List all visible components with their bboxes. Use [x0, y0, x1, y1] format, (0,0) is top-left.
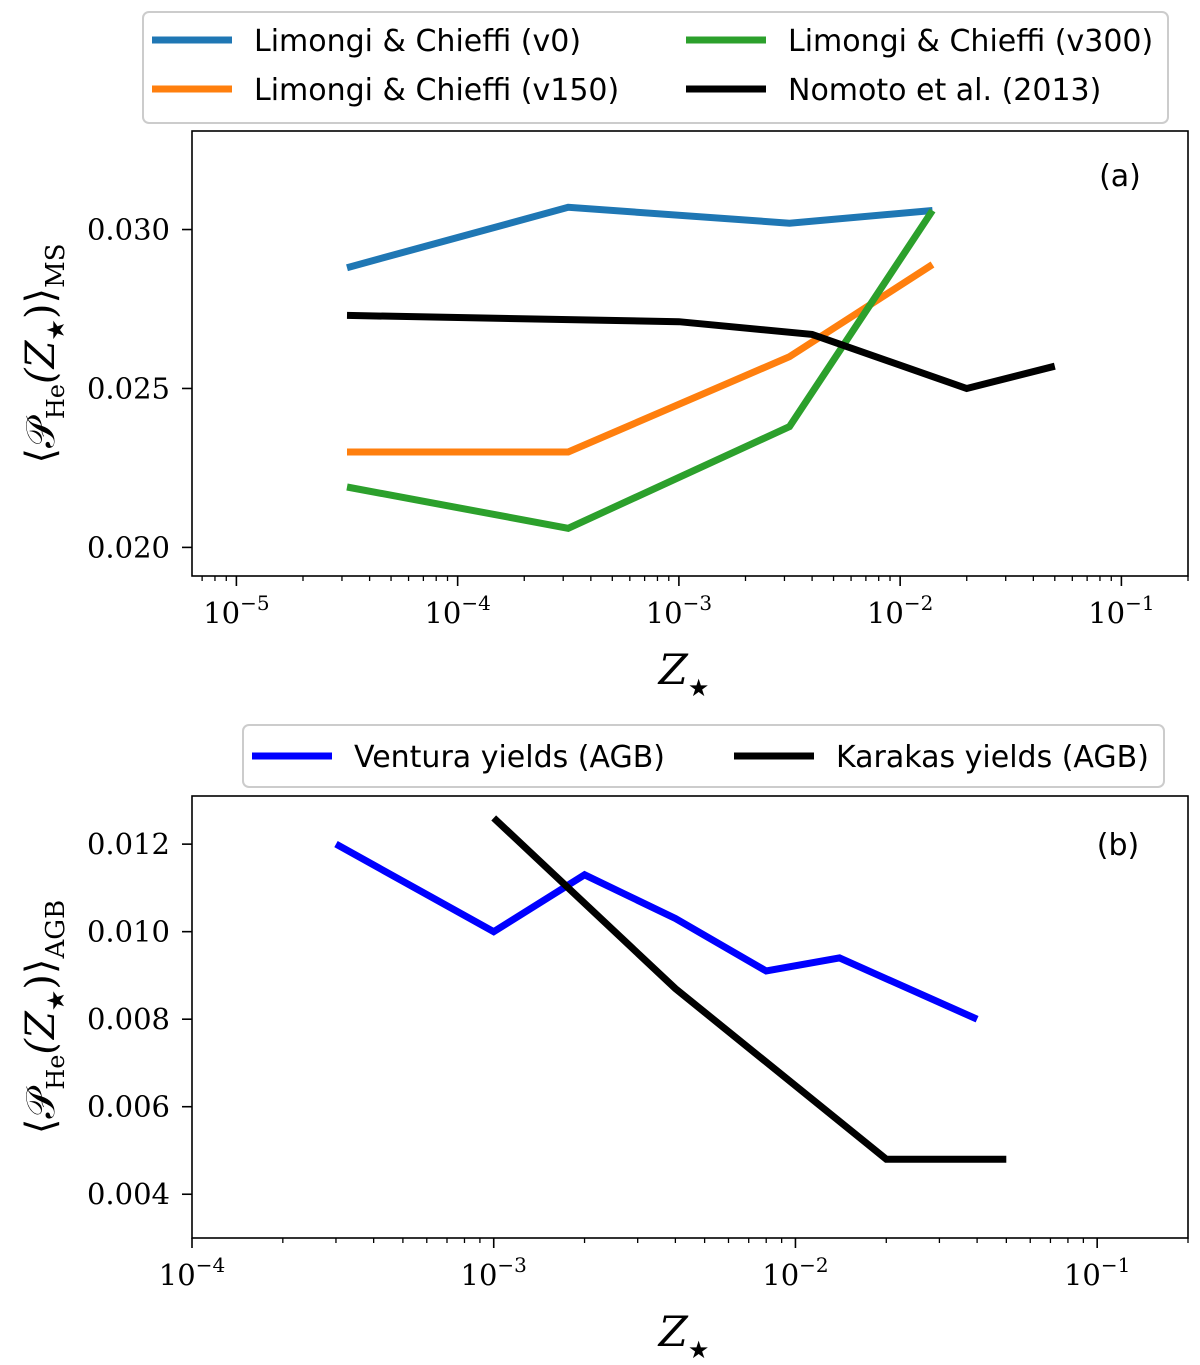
- panel-label: (b): [1097, 828, 1139, 863]
- panel-label: (a): [1099, 159, 1141, 194]
- x-tick-label: 10−5: [203, 591, 269, 630]
- x-axis-label: Z★: [657, 645, 710, 702]
- legend-label-2: Limongi & Chieffi (v150): [254, 73, 619, 108]
- x-tick-label: 10−3: [461, 1253, 527, 1292]
- legend-label-1: Limongi & Chieffi (v0): [254, 24, 581, 59]
- y-tick-label: 0.010: [87, 915, 170, 949]
- legend-box: [142, 11, 1169, 124]
- y-axis-label: ⟨𝒫He(Z★)⟩MS: [18, 243, 71, 463]
- legend-label-3: Limongi & Chieffi (v300): [788, 24, 1153, 59]
- x-tick-label: 10−2: [867, 591, 933, 630]
- x-tick-label: 10−4: [159, 1253, 225, 1292]
- x-tick-label: 10−2: [762, 1253, 828, 1292]
- legend-label-2: Karakas yields (AGB): [836, 740, 1149, 775]
- legend-box: [242, 724, 1165, 788]
- series-line-2: [347, 261, 935, 456]
- panel-a-chart: 10−5 10−4 10−3 10−2 10−1 0.020 0.025 0.030 Z★ ⟨𝒫H…: [18, 11, 1189, 702]
- y-tick-label: 0.006: [87, 1090, 170, 1124]
- x-axis-label: Z★: [657, 1307, 710, 1364]
- x-tick-label: 10−3: [646, 591, 712, 630]
- plot-frame: [191, 130, 1189, 577]
- plot-frame: [191, 795, 1189, 1239]
- series-line-3: [346, 208, 936, 532]
- y-tick-label: 0.025: [87, 371, 170, 405]
- legend-label-4: Nomoto et al. (2013): [788, 73, 1101, 108]
- panel-b-chart: 10−4 10−3 10−2 10−1 0.004 0.006 0.008 0.010 0.01…: [18, 724, 1189, 1364]
- y-tick-label: 0.004: [87, 1177, 170, 1211]
- series-line-1: [346, 203, 933, 272]
- y-axis-label: ⟨𝒫He(Z★)⟩AGB: [18, 900, 71, 1134]
- x-tick-label: 10−1: [1064, 1253, 1130, 1292]
- series-line-4: [346, 311, 1056, 393]
- legend-label-1: Ventura yields (AGB): [354, 740, 665, 775]
- y-tick-label: 0.008: [87, 1002, 170, 1036]
- y-tick-label: 0.012: [87, 827, 170, 861]
- y-tick-label: 0.030: [87, 213, 170, 247]
- series-line-2: [491, 815, 1007, 1163]
- y-tick-label: 0.020: [87, 530, 170, 564]
- series-line-1: [334, 841, 979, 1023]
- x-tick-label: 10−4: [424, 591, 490, 630]
- x-tick-label: 10−1: [1088, 591, 1154, 630]
